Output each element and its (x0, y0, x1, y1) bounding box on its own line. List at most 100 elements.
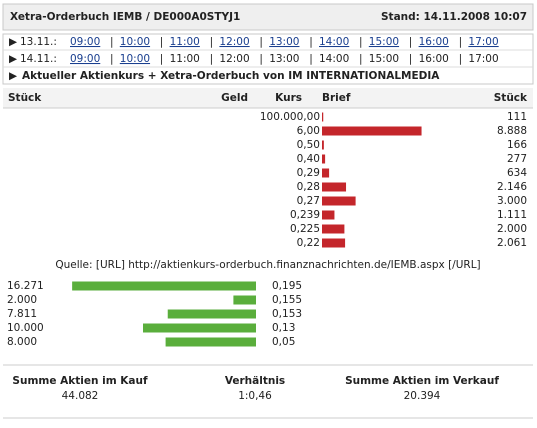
separator: | (259, 36, 263, 48)
separator: | (359, 36, 363, 48)
sell-price: 0,22 (297, 237, 320, 249)
time-link[interactable]: 16:00 (419, 36, 449, 48)
sell-bar (322, 154, 326, 164)
column-header: Brief (322, 92, 351, 104)
buy-bar (233, 295, 256, 305)
buy-quantity: 10.000 (7, 322, 44, 334)
header-stand: Stand: 14.11.2008 10:07 (381, 11, 527, 23)
sell-bar (322, 210, 335, 220)
sell-bar (322, 168, 330, 178)
sell-price: 0,239 (290, 209, 320, 221)
sell-quantity: 2.000 (497, 223, 527, 235)
separator: | (210, 53, 214, 65)
time-link[interactable]: 11:00 (170, 36, 200, 48)
buy-quantity: 16.271 (7, 280, 44, 292)
sell-bar (322, 224, 345, 234)
buy-price: 0,153 (272, 308, 302, 320)
column-header: Stück (8, 92, 42, 104)
sell-price: 0,29 (297, 167, 320, 179)
separator: | (110, 53, 114, 65)
separator: | (409, 36, 413, 48)
separator: | (409, 53, 413, 65)
sell-bar (322, 182, 347, 192)
sell-price: 6,00 (297, 125, 320, 137)
time-link[interactable]: 13:00 (269, 36, 299, 48)
separator: | (160, 36, 164, 48)
separator: | (210, 36, 214, 48)
time-link[interactable]: 15:00 (369, 36, 399, 48)
buy-quantity: 2.000 (7, 294, 37, 306)
time-link[interactable]: 17:00 (468, 36, 498, 48)
separator: | (309, 53, 313, 65)
sell-quantity: 111 (507, 111, 527, 123)
summary-label: Verhältnis (225, 375, 285, 387)
sell-bar (322, 196, 356, 206)
separator: | (459, 53, 463, 65)
sell-quantity: 3.000 (497, 195, 527, 207)
nav-date: 14.11.: (20, 53, 57, 65)
time-text: 12:00 (219, 53, 249, 65)
separator: | (459, 36, 463, 48)
time-text: 17:00 (468, 53, 498, 65)
sell-quantity: 2.146 (497, 181, 527, 193)
column-header: Stück (494, 92, 528, 104)
buy-price: 0,155 (272, 294, 302, 306)
sell-bar (322, 112, 324, 122)
sell-quantity: 2.061 (497, 237, 527, 249)
column-header: Kurs (275, 92, 302, 104)
summary-label: Summe Aktien im Verkauf (345, 375, 499, 387)
buy-price: 0,13 (272, 322, 295, 334)
column-header-bar (3, 88, 533, 108)
summary-value: 44.082 (62, 390, 99, 402)
header-title: Xetra-Orderbuch IEMB / DE000A0STYJ1 (10, 11, 240, 23)
time-link[interactable]: 09:00 (70, 36, 100, 48)
sell-price: 0,50 (297, 139, 320, 151)
source: Quelle: [URL] http://aktienkurs-orderbuc… (55, 259, 480, 271)
separator: | (259, 53, 263, 65)
summary-value: 1:0,46 (238, 390, 272, 402)
nav-date: 13.11.: (20, 36, 57, 48)
time-link[interactable]: 09:00 (70, 53, 100, 65)
sell-quantity: 8.888 (497, 125, 527, 137)
time-link[interactable]: 10:00 (120, 36, 150, 48)
buy-price: 0,195 (272, 280, 302, 292)
time-text: 16:00 (419, 53, 449, 65)
buy-bar (167, 309, 256, 319)
buy-bar (72, 281, 257, 291)
time-text: 15:00 (369, 53, 399, 65)
sell-bar (322, 238, 346, 248)
nav-box (2, 33, 534, 85)
time-text: 13:00 (269, 53, 299, 65)
current-link[interactable]: Aktueller Aktienkurs + Xetra-Orderbuch v… (22, 70, 440, 82)
sell-quantity: 166 (507, 139, 527, 151)
arrow: ▶ (9, 36, 18, 48)
summary-value: 20.394 (404, 390, 441, 402)
separator: | (359, 53, 363, 65)
arrow: ▶ (9, 70, 18, 82)
separator: | (110, 36, 114, 48)
arrow: ▶ (9, 53, 18, 65)
buy-bar (143, 323, 256, 333)
sell-quantity: 1.111 (497, 209, 527, 221)
separator: | (160, 53, 164, 65)
summary-label: Summe Aktien im Kauf (12, 375, 148, 387)
sell-price: 100.000,00 (260, 111, 320, 123)
buy-quantity: 8.000 (7, 336, 37, 348)
sell-bar (322, 126, 422, 136)
sell-price: 0,40 (297, 153, 320, 165)
buy-quantity: 7.811 (7, 308, 37, 320)
header-bar (2, 3, 534, 31)
time-link[interactable]: 14:00 (319, 36, 349, 48)
sell-price: 0,28 (297, 181, 320, 193)
time-text: 11:00 (170, 53, 200, 65)
sell-quantity: 634 (507, 167, 527, 179)
sell-quantity: 277 (507, 153, 527, 165)
time-link[interactable]: 12:00 (219, 36, 249, 48)
sell-bar (322, 140, 324, 150)
column-header: Geld (221, 92, 248, 104)
time-link[interactable]: 10:00 (120, 53, 150, 65)
buy-price: 0,05 (272, 336, 295, 348)
separator: | (309, 36, 313, 48)
